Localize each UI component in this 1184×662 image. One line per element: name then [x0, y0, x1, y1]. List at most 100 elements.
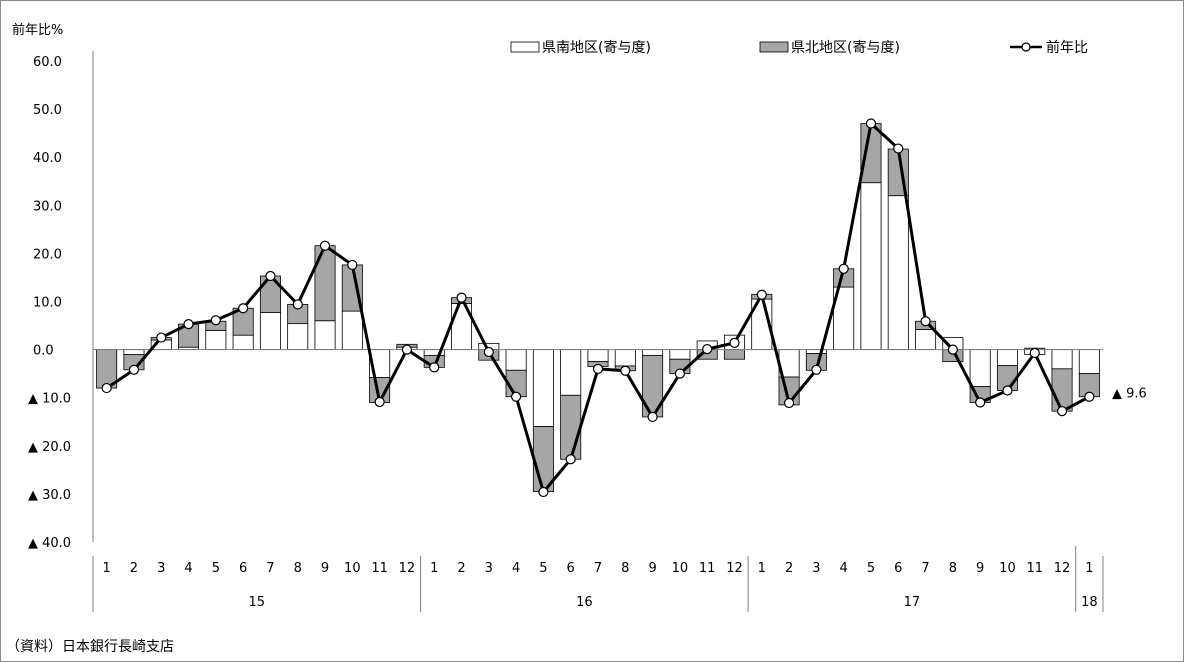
line-point-2 — [128, 364, 140, 375]
legend: 県南地区(寄与度) 県北地区(寄与度) 前年比 — [510, 39, 1088, 56]
bar-north-9 — [314, 245, 336, 322]
x-tick-label: 4 — [512, 561, 520, 576]
x-tick-label: 8 — [949, 561, 957, 576]
line-point-30 — [893, 143, 904, 154]
bar-south-6 — [232, 334, 254, 351]
line-point-1 — [101, 382, 112, 394]
bar-north-18 — [560, 394, 582, 460]
bar-south-7 — [259, 312, 281, 350]
legend-swatch-south — [510, 41, 540, 53]
bar-south-37 — [1078, 349, 1100, 375]
x-tick-label: 4 — [840, 561, 848, 576]
line-point-31 — [920, 316, 931, 327]
y-axis-label: 前年比% — [12, 22, 63, 38]
line-point-28 — [838, 263, 849, 274]
x-tick-label: 3 — [157, 561, 165, 576]
bar-north-24 — [723, 349, 745, 360]
line-point-6 — [238, 303, 249, 314]
legend-label-yoy: 前年比 — [1046, 39, 1088, 56]
x-tick-label: 8 — [621, 561, 629, 576]
bar-south-18 — [560, 349, 582, 396]
y-tick-label: ▲ 30.0 — [28, 488, 71, 503]
line-point-32 — [947, 344, 958, 355]
bar-south-19 — [587, 349, 609, 363]
bar-south-2 — [123, 349, 145, 355]
line-point-25 — [756, 289, 767, 300]
x-tick-label: 4 — [184, 561, 192, 576]
x-tick-label: 11 — [371, 561, 388, 576]
line-point-15 — [483, 346, 494, 358]
year-label: 15 — [249, 595, 266, 610]
line-point-16 — [511, 391, 522, 402]
year-label: 16 — [576, 595, 593, 610]
y-tick-label: ▲ 10.0 — [28, 392, 71, 407]
x-tick-label: 9 — [648, 561, 656, 576]
bar-south-22 — [669, 349, 691, 360]
y-tick-label: 40.0 — [33, 151, 62, 166]
x-tick-label: 11 — [1026, 561, 1043, 576]
year-label: 18 — [1081, 595, 1098, 610]
line-point-11 — [374, 396, 385, 408]
x-tick-label: 6 — [567, 561, 575, 576]
x-tick-label: 1 — [1085, 561, 1093, 576]
legend-swatch-marker — [1021, 42, 1031, 52]
line-point-24 — [729, 337, 740, 348]
x-tick-label: 10 — [999, 561, 1016, 576]
line-yoy — [105, 122, 1091, 494]
line-point-35 — [1029, 347, 1040, 359]
axes-group — [92, 51, 1104, 612]
x-tick-label: 10 — [672, 561, 689, 576]
x-tick-label: 9 — [321, 561, 329, 576]
line-point-23 — [702, 344, 713, 355]
x-tick-label: 1 — [430, 561, 438, 576]
line-point-19 — [592, 363, 604, 374]
line-point-4 — [183, 319, 194, 330]
x-tick-label: 12 — [399, 561, 416, 576]
line-point-18 — [565, 454, 576, 465]
bar-south-16 — [505, 349, 527, 371]
x-tick-label: 5 — [867, 561, 875, 576]
y-tick-label: 10.0 — [33, 296, 62, 311]
line-point-21 — [647, 411, 658, 423]
x-tick-label: 7 — [266, 561, 274, 576]
bar-south-17 — [532, 349, 554, 427]
bar-south-20 — [614, 349, 636, 367]
bar-south-36 — [1051, 349, 1073, 370]
labels-group: 60.0 50.0 40.0 30.0 20.0 10.0 0.0 ▲ 10.0 ▲ 20.0 ▲… — [6, 22, 1147, 655]
bar-south-10 — [341, 310, 363, 350]
y-tick-label: 60.0 — [33, 55, 62, 70]
x-tick-label: 10 — [344, 561, 361, 576]
end-annotation: ▲ 9.6 — [1112, 387, 1147, 402]
x-tick-label: 2 — [785, 561, 793, 576]
x-tick-label: 11 — [699, 561, 716, 576]
legend-label-north: 県北地区(寄与度) — [791, 39, 900, 56]
x-tick-label: 1 — [103, 561, 111, 576]
line-point-14 — [456, 292, 467, 303]
bar-south-5 — [205, 329, 227, 350]
y-tick-label: 0.0 — [33, 344, 54, 359]
x-tick-label: 12 — [1054, 561, 1071, 576]
x-tick-label: 6 — [239, 561, 247, 576]
line-point-10 — [347, 259, 358, 271]
line-point-33 — [975, 397, 986, 408]
y-tick-label: 20.0 — [33, 247, 62, 262]
x-tick-label: 8 — [294, 561, 302, 576]
x-tick-label: 7 — [594, 561, 602, 576]
bar-south-33 — [969, 349, 991, 388]
bar-south-21 — [642, 349, 664, 356]
line-point-34 — [1002, 385, 1013, 396]
bar-south-34 — [996, 349, 1018, 366]
bar-south-27 — [805, 349, 827, 354]
line-point-37 — [1084, 391, 1095, 402]
line-point-36 — [1056, 406, 1068, 417]
legend-swatch-north — [759, 41, 789, 53]
legend-label-south: 県南地区(寄与度) — [542, 39, 651, 56]
x-tick-label: 12 — [726, 561, 743, 576]
line-point-9 — [319, 240, 331, 251]
line-point-13 — [429, 362, 440, 373]
x-tick-label: 9 — [976, 561, 984, 576]
year-label: 17 — [904, 595, 921, 610]
x-tick-label: 2 — [457, 561, 465, 576]
line-point-20 — [620, 365, 631, 376]
bar-south-9 — [314, 320, 336, 350]
